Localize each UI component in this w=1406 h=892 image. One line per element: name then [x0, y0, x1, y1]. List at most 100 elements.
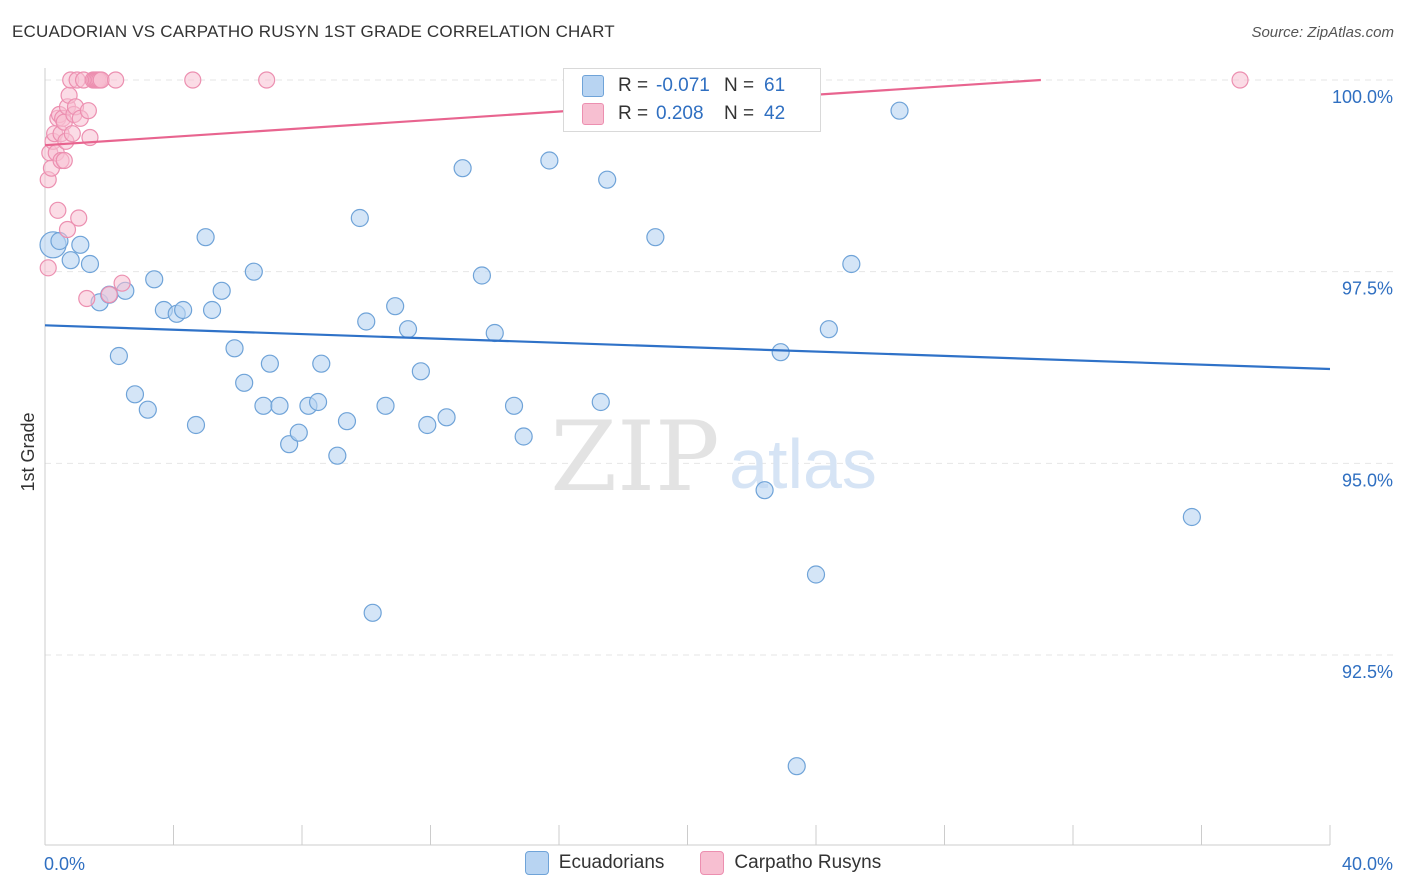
- carpatho-rusyn-point: [92, 71, 110, 89]
- ecuadorian-point: [186, 415, 206, 435]
- ecuadorian-point: [328, 446, 347, 465]
- y-tick-label: 97.5%: [1342, 279, 1393, 299]
- ecuadorian-point: [125, 385, 145, 404]
- legend-swatch-blue: [524, 851, 549, 875]
- ecuadorian-point: [235, 373, 254, 392]
- legend-row-ecuadorians: R = -0.071 N = 61: [582, 73, 785, 99]
- ecuadorian-point: [1182, 507, 1201, 527]
- ecuadorian-point: [598, 170, 617, 189]
- y-axis-label: 1st Grade: [18, 412, 38, 491]
- ecuadorian-point: [418, 415, 437, 435]
- ecuadorian-point: [138, 400, 157, 419]
- ecuadorian-point: [787, 757, 806, 776]
- ecuadorian-point: [504, 396, 524, 415]
- carpatho-rusyn-point: [113, 274, 131, 292]
- series-legend: Ecuadorians Carpatho Rusyns: [0, 851, 1406, 875]
- carpatho-rusyn-point: [63, 125, 81, 143]
- source-label: Source: ZipAtlas.com: [1251, 24, 1394, 41]
- ecuadorian-point: [254, 396, 273, 415]
- ecuadorian-point: [71, 235, 90, 254]
- carpatho-rusyn-point: [107, 71, 125, 89]
- ecuadorian-point: [289, 423, 308, 442]
- legend-label-ecuadorians: Ecuadorians: [558, 852, 665, 873]
- legend-swatch-pink: [700, 851, 725, 875]
- ecuadorian-point: [350, 208, 369, 228]
- ecuadorian-point: [819, 320, 838, 339]
- ecuadorian-point: [196, 228, 215, 247]
- ecuadorian-point: [485, 323, 504, 343]
- ecuadorian-point: [890, 101, 909, 120]
- ecuadorian-point: [109, 346, 128, 366]
- ecuadorian-point: [437, 408, 456, 427]
- carpatho-rusyn-point: [55, 151, 73, 170]
- ecuadorian-point: [472, 266, 491, 285]
- ecuadorian-point: [145, 270, 164, 289]
- ecuadorian-point: [363, 603, 382, 622]
- trend-lines: [44, 78, 1331, 371]
- y-tick-label: 92.5%: [1342, 662, 1393, 682]
- ecuadorian-point: [270, 396, 289, 415]
- series-carpatho-rusyns-points: [39, 71, 1249, 308]
- carpatho-rusyn-point: [58, 220, 77, 239]
- carpatho-rusyn-point: [70, 209, 88, 227]
- ecuadorian-point: [755, 481, 774, 500]
- ecuadorian-point: [260, 354, 279, 373]
- legend-item-carpatho-rusyns[interactable]: Carpatho Rusyns: [700, 851, 881, 875]
- ecuadorian-point: [337, 412, 357, 431]
- ecuadorian-point: [514, 427, 533, 446]
- n-value: 42: [764, 103, 786, 124]
- axes: [44, 68, 1331, 846]
- carpatho-rusyn-point: [258, 71, 276, 89]
- legend-swatch-pink: [582, 103, 604, 125]
- ecuadorian-point: [540, 151, 559, 170]
- x-tick-label: 0.0%: [44, 854, 85, 874]
- n-value: 61: [764, 75, 786, 96]
- n-label: N =: [724, 75, 755, 96]
- y-tick-label: 95.0%: [1342, 470, 1393, 490]
- ecuadorian-point: [80, 254, 100, 274]
- ecuadorian-point: [308, 392, 328, 412]
- carpatho-rusyn-point: [49, 201, 67, 219]
- ecuadorian-point: [244, 262, 263, 281]
- legend-swatch-blue: [582, 75, 604, 97]
- ecuadorian-point: [591, 392, 610, 412]
- watermark-zip: ZIP: [550, 401, 719, 513]
- y-tick-label: 100.0%: [1332, 87, 1393, 107]
- ecuadorian-point: [646, 228, 665, 247]
- chart-title: ECUADORIAN VS CARPATHO RUSYN 1ST GRADE C…: [12, 22, 615, 41]
- ecuadorian-point: [61, 251, 80, 270]
- carpatho-rusyn-point: [100, 286, 118, 304]
- ecuadorian-point: [376, 396, 395, 415]
- ecuadorian-point: [386, 297, 405, 316]
- carpatho-rusyn-point: [1231, 71, 1249, 89]
- axis-labels: 92.5% 95.0% 97.5% 100.0% 0.0% 40.0% 1st Grade: [18, 87, 1393, 874]
- ecuadorian-point: [411, 362, 430, 381]
- series-ecuadorians-points: [39, 70, 1201, 776]
- ecuadorian-point: [357, 312, 376, 331]
- n-label: N =: [724, 103, 755, 124]
- ecuadorian-point: [806, 565, 826, 584]
- legend-label-carpatho-rusyns: Carpatho Rusyns: [734, 852, 882, 873]
- r-value: -0.071: [656, 75, 710, 96]
- ecuadorian-point: [202, 300, 222, 320]
- watermark: ZIP atlas: [550, 401, 877, 513]
- legend-row-carpatho-rusyns: R = 0.208 N = 42: [582, 101, 785, 127]
- carpatho-rusyn-point: [184, 71, 202, 89]
- grid-lines: [45, 79, 1395, 656]
- ecuadorian-point: [842, 254, 861, 274]
- ecuadorian-point: [312, 354, 331, 373]
- x-tick-label: 40.0%: [1342, 854, 1393, 874]
- r-label: R =: [618, 75, 649, 96]
- carpatho-rusyn-point: [79, 102, 97, 120]
- ecuadorian-point: [174, 300, 193, 320]
- legend-item-ecuadorians[interactable]: Ecuadorians: [524, 851, 665, 875]
- carpatho-rusyns-trend-line: [44, 78, 1041, 147]
- ecuadorian-point: [453, 159, 472, 178]
- carpatho-rusyn-point: [39, 259, 57, 277]
- ecuadorian-point: [398, 320, 418, 339]
- r-label: R =: [618, 103, 649, 124]
- watermark-atlas: atlas: [729, 425, 877, 503]
- ecuadorian-point: [212, 281, 231, 300]
- carpatho-rusyn-point: [78, 289, 96, 308]
